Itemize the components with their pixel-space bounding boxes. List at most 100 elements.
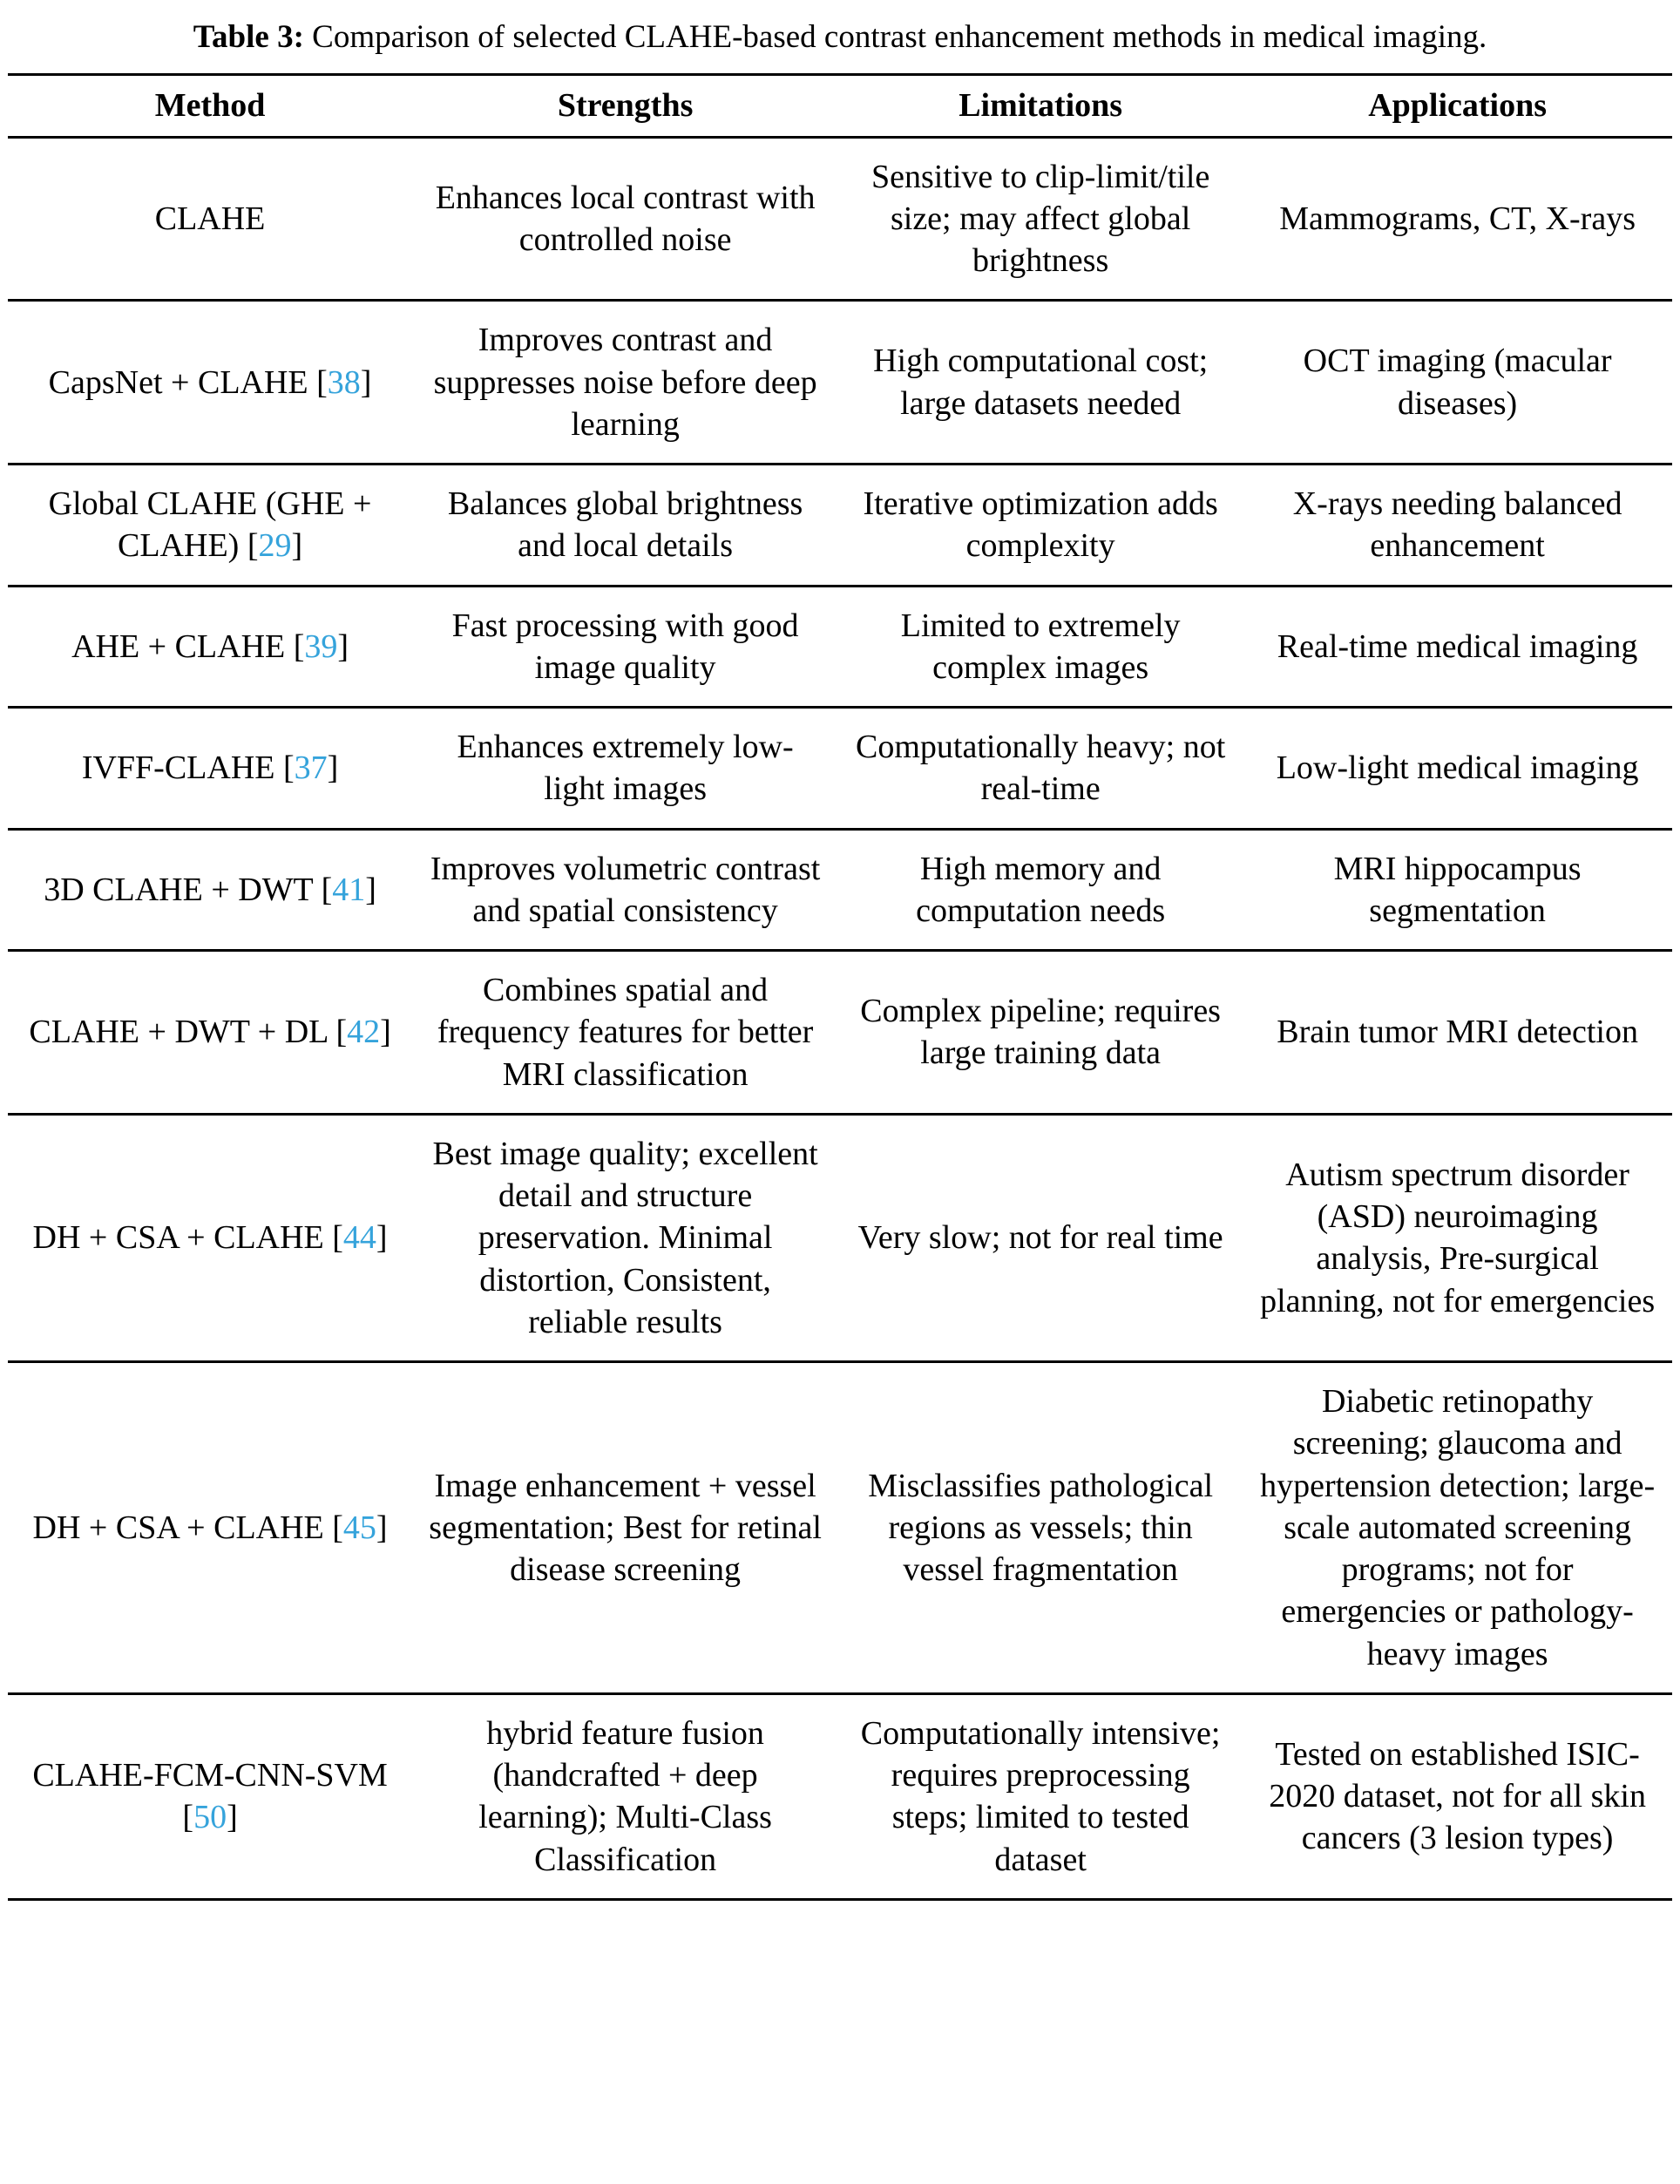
limitations-cell: High memory and computation needs bbox=[916, 850, 1166, 929]
bracket-open: [ bbox=[293, 627, 305, 665]
table-row: CLAHE Enhances local contrast with contr… bbox=[8, 137, 1672, 301]
bracket-open: [ bbox=[332, 1509, 343, 1546]
method-cell: CLAHE + DWT + DL [42] bbox=[8, 951, 412, 1115]
table-caption-text: Comparison of selected CLAHE-based contr… bbox=[312, 19, 1487, 55]
method-cell: CapsNet + CLAHE [38] bbox=[8, 301, 412, 465]
citation-link[interactable]: [44] bbox=[332, 1219, 387, 1256]
strengths-cell: Enhances extremely low-light images bbox=[457, 729, 794, 808]
table-row: 3D CLAHE + DWT [41] Improves volumetric … bbox=[8, 829, 1672, 951]
column-header-method: Method bbox=[154, 87, 266, 125]
applications-cell: Tested on established ISIC-2020 dataset,… bbox=[1269, 1735, 1646, 1857]
limitations-cell: High computational cost; large datasets … bbox=[873, 343, 1209, 422]
limitations-cell: Misclassifies pathological regions as ve… bbox=[868, 1467, 1214, 1589]
table-row: CapsNet + CLAHE [38] Improves contrast a… bbox=[8, 301, 1672, 465]
strengths-cell: Balances global brightness and local det… bbox=[447, 485, 803, 565]
applications-cell: Low-light medical imaging bbox=[1276, 749, 1639, 787]
table-row: AHE + CLAHE [39] Fast processing with go… bbox=[8, 586, 1672, 708]
citation-link[interactable]: [50] bbox=[182, 1799, 237, 1835]
method-name: AHE + CLAHE bbox=[71, 627, 286, 665]
limitations-cell: Sensitive to clip-limit/tile size; may a… bbox=[870, 158, 1210, 280]
citation-link[interactable]: [39] bbox=[294, 628, 349, 665]
bracket-close: ] bbox=[337, 627, 349, 665]
method-name: CLAHE-FCM-CNN-SVM bbox=[32, 1757, 388, 1794]
method-name: DH + CSA + CLAHE bbox=[32, 1219, 324, 1257]
method-cell: DH + CSA + CLAHE [44] bbox=[8, 1114, 412, 1361]
method-cell: AHE + CLAHE [39] bbox=[8, 586, 412, 708]
citation-number: 29 bbox=[258, 527, 292, 565]
citation-link[interactable]: [37] bbox=[283, 749, 338, 786]
bracket-open: [ bbox=[247, 527, 259, 565]
limitations-cell: Computationally heavy; not real-time bbox=[856, 729, 1226, 808]
strengths-cell: Improves contrast and suppresses noise b… bbox=[433, 322, 817, 443]
column-header-applications: Applications bbox=[1368, 87, 1548, 125]
method-name: CapsNet + CLAHE bbox=[48, 363, 308, 401]
strengths-cell: Enhances local contrast with controlled … bbox=[435, 179, 816, 258]
method-cell: CLAHE bbox=[8, 137, 412, 301]
method-name: DH + CSA + CLAHE bbox=[32, 1509, 324, 1546]
strengths-cell: Combines spatial and frequency features … bbox=[437, 972, 814, 1093]
applications-cell: Real-time medical imaging bbox=[1277, 627, 1638, 665]
method-cell: DH + CSA + CLAHE [45] bbox=[8, 1362, 412, 1694]
citation-number: 45 bbox=[342, 1509, 376, 1546]
method-cell: CLAHE-FCM-CNN-SVM [50] bbox=[8, 1693, 412, 1899]
citation-number: 44 bbox=[342, 1219, 376, 1257]
strengths-cell: Image enhancement + vessel segmentation;… bbox=[429, 1467, 822, 1589]
method-cell: 3D CLAHE + DWT [41] bbox=[8, 829, 412, 951]
citation-number: 42 bbox=[347, 1014, 381, 1051]
citation-link[interactable]: [42] bbox=[335, 1014, 390, 1050]
method-name: 3D CLAHE + DWT bbox=[44, 871, 314, 908]
strengths-cell: hybrid feature fusion (handcrafted + dee… bbox=[478, 1714, 772, 1878]
limitations-cell: Computationally intensive; requires prep… bbox=[860, 1714, 1221, 1878]
limitations-cell: Iterative optimization adds complexity bbox=[863, 485, 1218, 565]
method-name: Global CLAHE (GHE + CLAHE) bbox=[48, 485, 372, 565]
bracket-open: [ bbox=[335, 1014, 348, 1051]
strengths-cell: Improves volumetric contrast and spatial… bbox=[430, 850, 821, 929]
bracket-close: ] bbox=[227, 1799, 238, 1836]
table-caption: Table 3: Comparison of selected CLAHE-ba… bbox=[35, 17, 1645, 58]
table-row: CLAHE-FCM-CNN-SVM [50] hybrid feature fu… bbox=[8, 1693, 1672, 1900]
citation-number: 50 bbox=[193, 1799, 227, 1836]
applications-cell: Mammograms, CT, X-rays bbox=[1279, 200, 1636, 237]
bracket-open: [ bbox=[283, 749, 295, 787]
applications-cell: Brain tumor MRI detection bbox=[1277, 1014, 1638, 1051]
table-row: IVFF-CLAHE [37] Enhances extremely low-l… bbox=[8, 708, 1672, 830]
applications-cell: Diabetic retinopathy screening; glaucoma… bbox=[1260, 1383, 1656, 1672]
applications-cell: OCT imaging (macular diseases) bbox=[1303, 343, 1612, 422]
citation-number: 39 bbox=[304, 627, 338, 665]
method-cell: Global CLAHE (GHE + CLAHE) [29] bbox=[8, 465, 412, 587]
limitations-cell: Very slow; not for real time bbox=[857, 1219, 1223, 1257]
column-header-limitations: Limitations bbox=[959, 87, 1123, 125]
comparison-table: Method Strengths Limitations Application… bbox=[8, 73, 1672, 1901]
table-row: DH + CSA + CLAHE [45] Image enhancement … bbox=[8, 1362, 1672, 1694]
bracket-close: ] bbox=[380, 1014, 391, 1051]
column-header-strengths: Strengths bbox=[557, 87, 694, 125]
strengths-cell: Fast processing with good image quality bbox=[451, 607, 799, 686]
bracket-open: [ bbox=[321, 871, 333, 908]
header-row: Method Strengths Limitations Application… bbox=[8, 75, 1672, 137]
limitations-cell: Complex pipeline; requires large trainin… bbox=[860, 993, 1221, 1072]
citation-link[interactable]: [41] bbox=[322, 872, 376, 908]
method-cell: IVFF-CLAHE [37] bbox=[8, 708, 412, 830]
bracket-close: ] bbox=[327, 749, 339, 787]
limitations-cell: Limited to extremely complex images bbox=[900, 607, 1181, 686]
bracket-open: [ bbox=[316, 363, 328, 401]
table-row: DH + CSA + CLAHE [44] Best image quality… bbox=[8, 1114, 1672, 1362]
bracket-open: [ bbox=[332, 1219, 343, 1257]
bracket-close: ] bbox=[365, 871, 376, 908]
bracket-close: ] bbox=[360, 363, 372, 401]
method-name: CLAHE + DWT + DL bbox=[29, 1014, 328, 1051]
citation-link[interactable]: [45] bbox=[332, 1509, 387, 1546]
bracket-close: ] bbox=[376, 1219, 388, 1257]
bracket-open: [ bbox=[182, 1799, 194, 1836]
bracket-close: ] bbox=[376, 1509, 388, 1546]
citation-number: 37 bbox=[294, 749, 328, 787]
bracket-close: ] bbox=[291, 527, 303, 565]
applications-cell: MRI hippocampus segmentation bbox=[1333, 850, 1582, 929]
citation-link[interactable]: [38] bbox=[316, 364, 371, 401]
method-name: CLAHE bbox=[154, 200, 266, 237]
citation-number: 41 bbox=[332, 871, 366, 908]
method-name: IVFF-CLAHE bbox=[81, 749, 275, 787]
strengths-cell: Best image quality; excellent detail and… bbox=[432, 1135, 818, 1340]
citation-link[interactable]: [29] bbox=[247, 527, 302, 564]
